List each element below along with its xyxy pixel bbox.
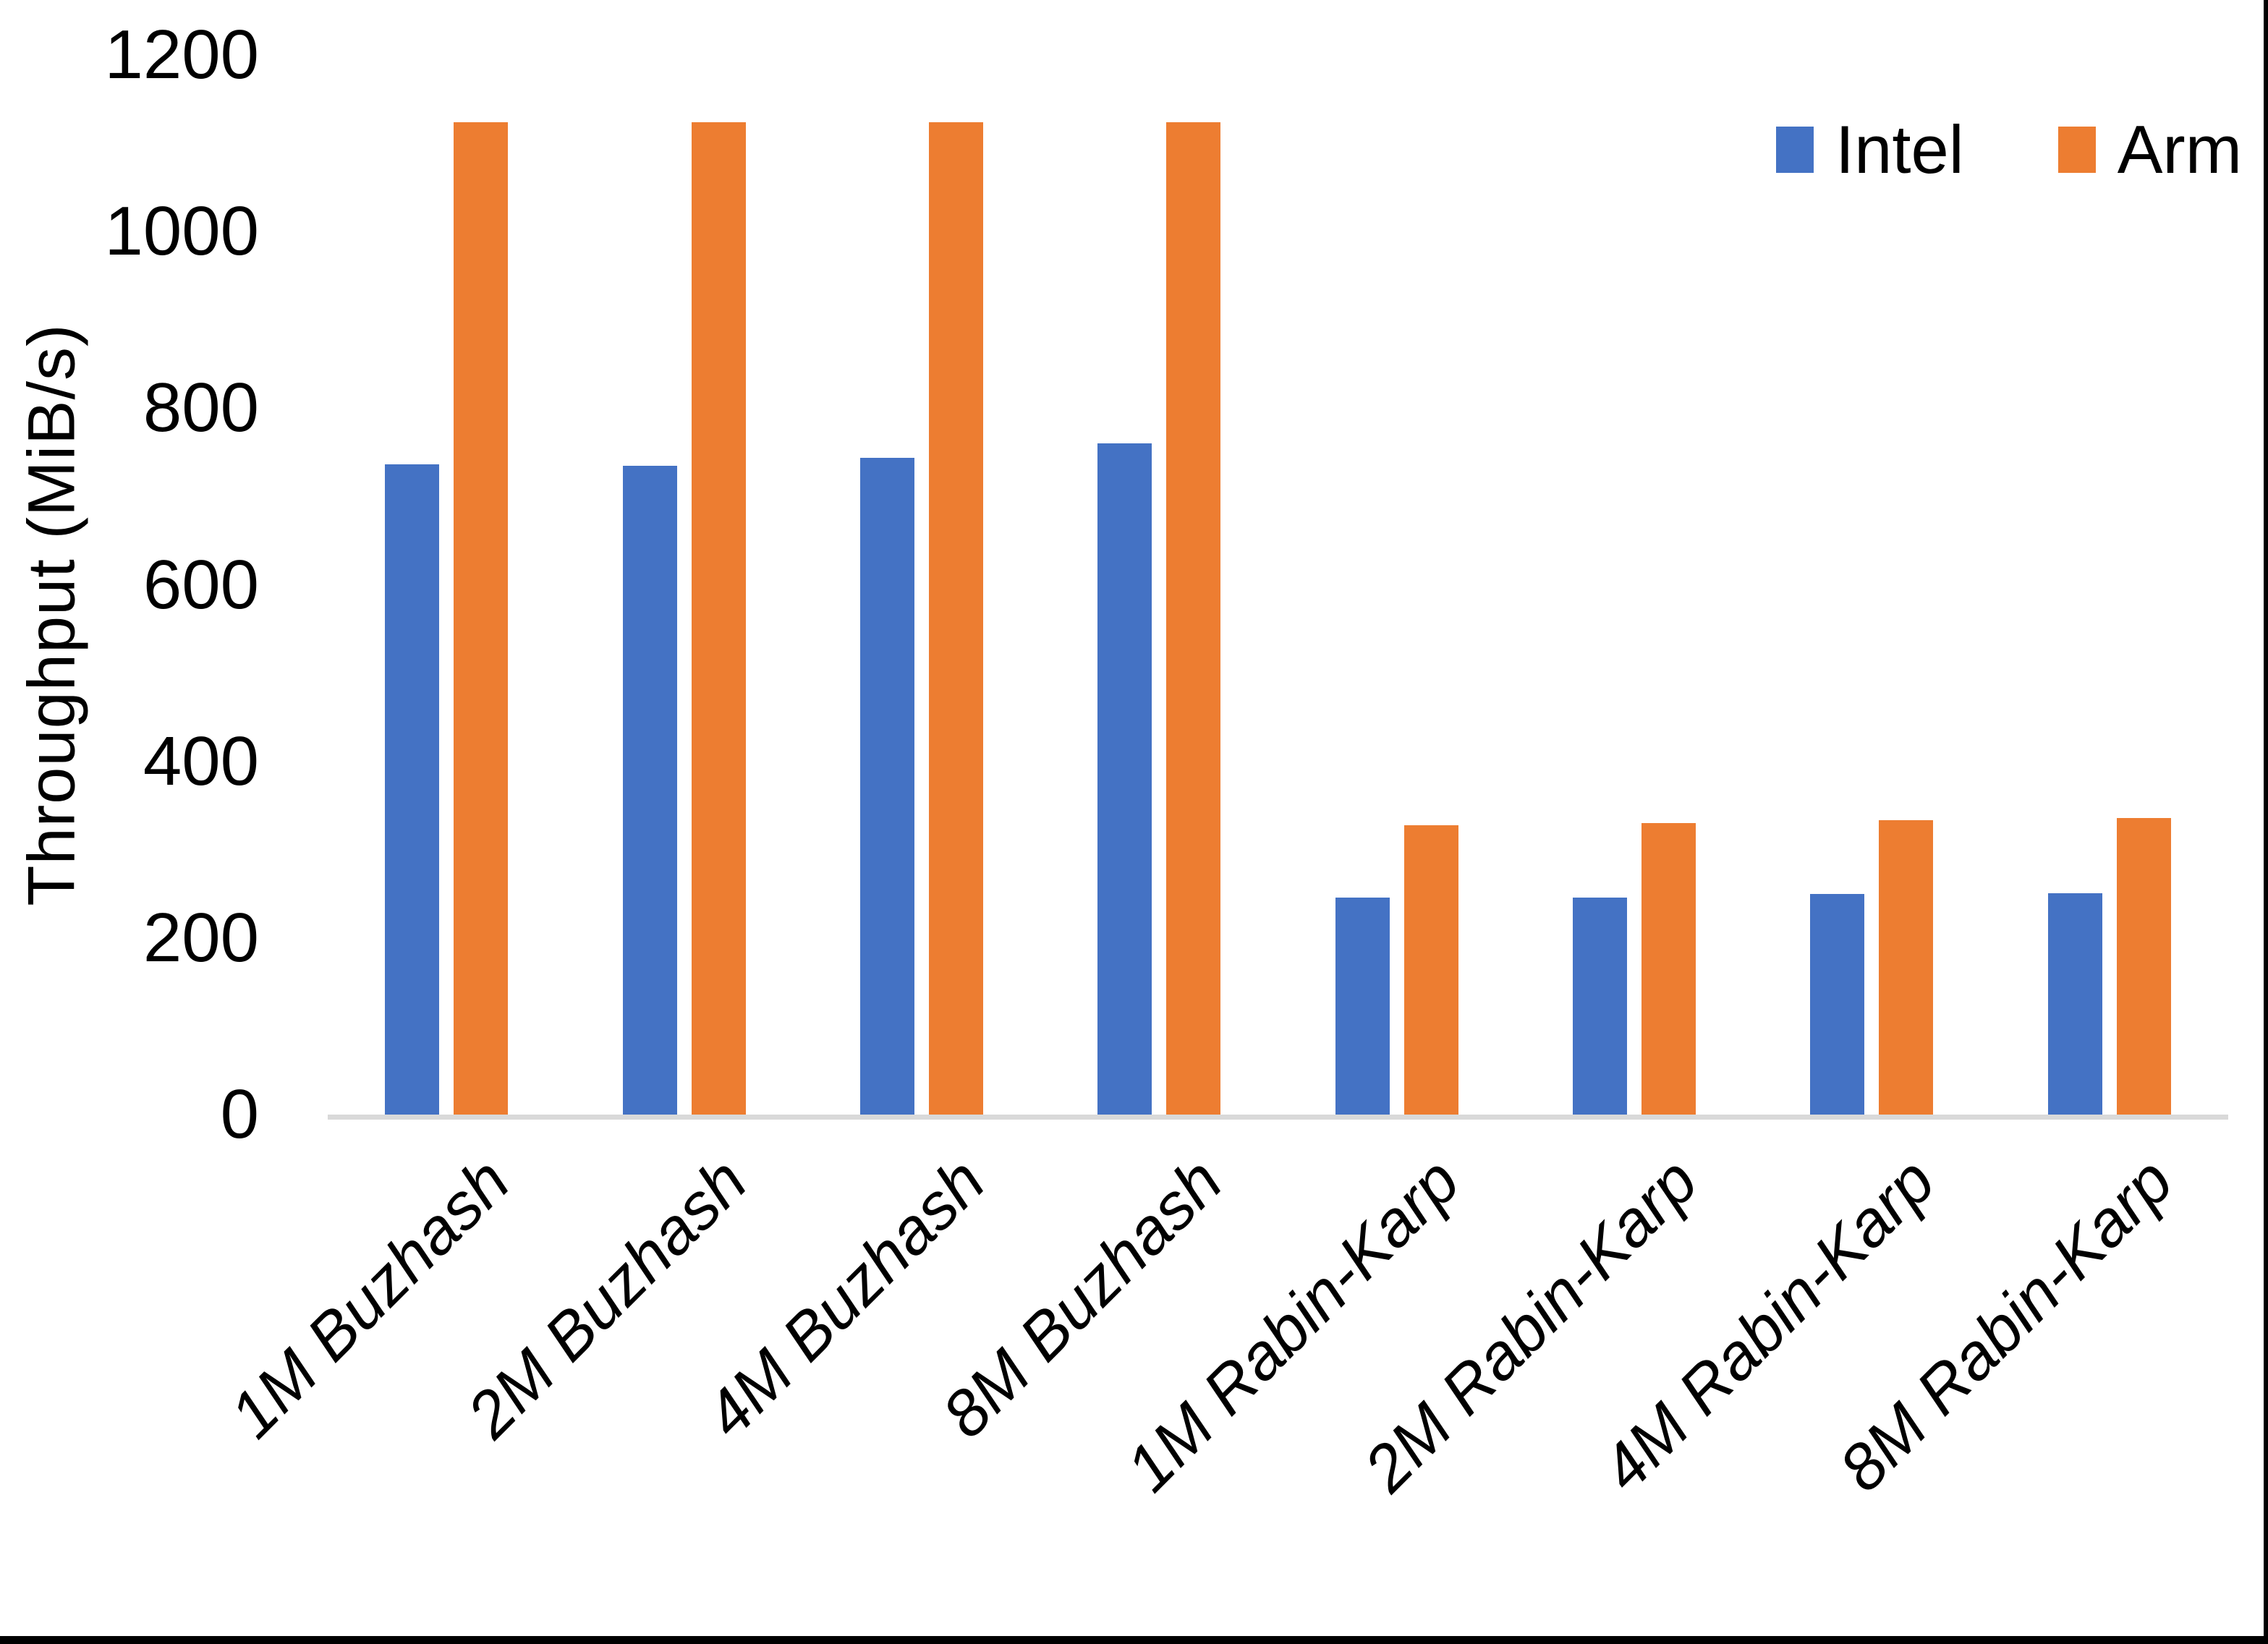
legend-label-intel: Intel bbox=[1835, 111, 1964, 187]
bar-arm-4m-rabin-karp bbox=[1879, 820, 1934, 1115]
bar-intel-1m-buzhash bbox=[385, 464, 440, 1115]
bar-intel-4m-rabin-karp bbox=[1810, 894, 1865, 1115]
y-tick-label-600: 600 bbox=[143, 545, 259, 623]
bar-arm-2m-rabin-karp bbox=[1641, 823, 1696, 1115]
bar-intel-8m-buzhash bbox=[1097, 443, 1152, 1115]
legend-label-arm: Arm bbox=[2117, 111, 2242, 187]
bar-intel-8m-rabin-karp bbox=[2047, 893, 2102, 1115]
legend-swatch-arm bbox=[2057, 127, 2096, 173]
legend: Intel Arm bbox=[1776, 110, 2242, 189]
bar-arm-8m-buzhash bbox=[1166, 122, 1221, 1115]
legend-item-intel: Intel bbox=[1776, 110, 1964, 189]
bar-intel-2m-rabin-karp bbox=[1573, 898, 1628, 1115]
y-tick-label-1200: 1200 bbox=[104, 16, 259, 93]
x-axis-line bbox=[328, 1115, 2228, 1120]
legend-swatch-intel bbox=[1776, 127, 1814, 173]
bar-arm-1m-rabin-karp bbox=[1403, 825, 1458, 1115]
bar-intel-2m-buzhash bbox=[622, 466, 677, 1115]
y-tick-label-200: 200 bbox=[143, 898, 259, 976]
right-border bbox=[2264, 0, 2268, 1644]
legend-item-arm: Arm bbox=[2057, 110, 2242, 189]
y-tick-label-400: 400 bbox=[143, 722, 259, 800]
bottom-border bbox=[0, 1636, 2268, 1644]
y-tick-label-1000: 1000 bbox=[104, 192, 259, 271]
bar-arm-1m-buzhash bbox=[454, 122, 509, 1115]
bar-arm-8m-rabin-karp bbox=[2116, 818, 2171, 1115]
y-tick-label-800: 800 bbox=[143, 369, 259, 447]
y-tick-label-0: 0 bbox=[220, 1076, 259, 1153]
bar-intel-1m-rabin-karp bbox=[1335, 898, 1390, 1115]
bar-intel-4m-buzhash bbox=[859, 458, 914, 1115]
bar-arm-2m-buzhash bbox=[691, 122, 746, 1115]
bar-arm-4m-buzhash bbox=[928, 122, 983, 1115]
